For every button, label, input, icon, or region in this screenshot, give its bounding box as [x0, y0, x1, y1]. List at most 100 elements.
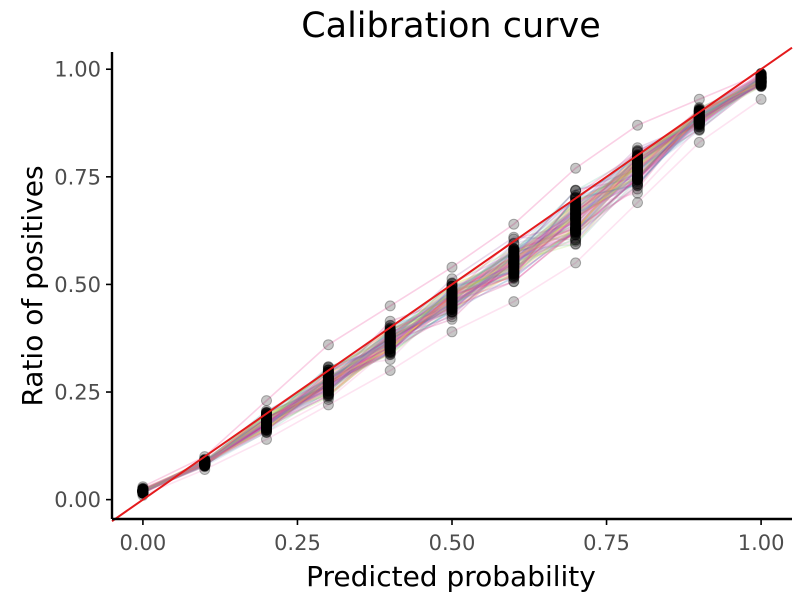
calibration-point [632, 173, 643, 185]
calibration-point [570, 203, 582, 215]
calibration-point [508, 256, 520, 268]
calibration-point [137, 485, 149, 497]
calibration-point [508, 256, 520, 268]
calibration-point [508, 273, 520, 284]
calibration-point [322, 380, 334, 392]
calibration-point [693, 119, 705, 131]
calibration-point [508, 264, 520, 276]
calibration-point [570, 224, 582, 235]
calibration-point [384, 338, 396, 350]
calibration-point [755, 70, 767, 82]
calibration-point [693, 104, 705, 116]
calibration-point [508, 265, 520, 277]
calibration-point [446, 290, 458, 302]
calibration-point [446, 293, 458, 305]
calibration-point [446, 304, 458, 316]
calibration-point [137, 485, 149, 497]
calibration-series-line [142, 73, 762, 495]
calibration-point [322, 378, 334, 390]
calibration-point [322, 380, 334, 392]
calibration-point [384, 332, 396, 343]
calibration-point [632, 174, 643, 186]
calibration-point [693, 115, 705, 127]
calibration-point [570, 225, 582, 237]
calibration-point [384, 319, 396, 331]
calibration-point [632, 178, 643, 190]
calibration-point [137, 486, 149, 498]
calibration-series-line [142, 85, 762, 491]
calibration-point [570, 199, 582, 211]
calibration-point [755, 73, 767, 84]
calibration-series-line [142, 81, 762, 491]
calibration-point [755, 71, 767, 83]
calibration-point [199, 460, 211, 472]
calibration-point [137, 486, 149, 498]
calibration-point [446, 292, 458, 304]
calibration-point [322, 385, 334, 397]
calibration-point [446, 298, 458, 310]
calibration-point [261, 418, 272, 430]
calibration-point [755, 76, 767, 88]
calibration-point [693, 116, 705, 128]
calibration-point [570, 199, 582, 211]
calibration-point [570, 223, 582, 234]
calibration-point [570, 223, 582, 235]
calibration-point [755, 77, 767, 89]
y-tick-label: 0.00 [54, 488, 101, 512]
calibration-point [508, 262, 520, 274]
calibration-point [137, 486, 149, 498]
calibration-point [384, 324, 396, 335]
calibration-point [199, 457, 211, 469]
y-tick-label: 0.50 [54, 273, 101, 297]
calibration-point [199, 457, 211, 469]
calibration-point [632, 159, 643, 171]
calibration-point [261, 416, 272, 428]
calibration-point [137, 486, 149, 498]
calibration-point [632, 142, 643, 154]
calibration-point [137, 484, 149, 496]
calibration-point [632, 158, 643, 170]
calibration-point [508, 246, 520, 258]
calibration-point [137, 487, 149, 499]
calibration-point [693, 113, 705, 125]
calibration-point [570, 227, 582, 239]
calibration-series-line [142, 77, 762, 492]
calibration-point [446, 292, 458, 304]
calibration-point [508, 266, 520, 278]
calibration-point [632, 169, 643, 180]
calibration-point [755, 77, 767, 88]
calibration-point [446, 285, 458, 297]
calibration-point [137, 487, 149, 499]
calibration-point [508, 276, 520, 288]
calibration-point [508, 245, 520, 257]
calibration-series-line [142, 72, 762, 491]
calibration-point [137, 487, 149, 499]
calibration-point [199, 458, 211, 470]
calibration-point [384, 336, 396, 348]
calibration-point [446, 293, 458, 305]
calibration-point [570, 229, 582, 241]
calibration-point [755, 73, 767, 85]
calibration-point [508, 258, 520, 270]
calibration-point [508, 218, 520, 230]
calibration-point [570, 207, 582, 219]
calibration-point [755, 75, 767, 87]
calibration-point [322, 388, 334, 399]
calibration-point [384, 349, 396, 361]
calibration-point [384, 336, 396, 348]
calibration-series-line [142, 85, 762, 492]
calibration-point [570, 214, 582, 226]
calibration-point [693, 108, 705, 120]
calibration-point [322, 375, 334, 387]
calibration-point [508, 261, 520, 273]
calibration-point [384, 330, 396, 342]
calibration-point [137, 484, 149, 496]
calibration-point [322, 384, 334, 396]
calibration-point [322, 387, 334, 398]
calibration-point [322, 371, 334, 383]
calibration-point [508, 268, 520, 280]
calibration-series-line [142, 78, 762, 492]
calibration-point [322, 379, 334, 391]
calibration-series-line [142, 78, 762, 494]
calibration-point [755, 72, 767, 84]
